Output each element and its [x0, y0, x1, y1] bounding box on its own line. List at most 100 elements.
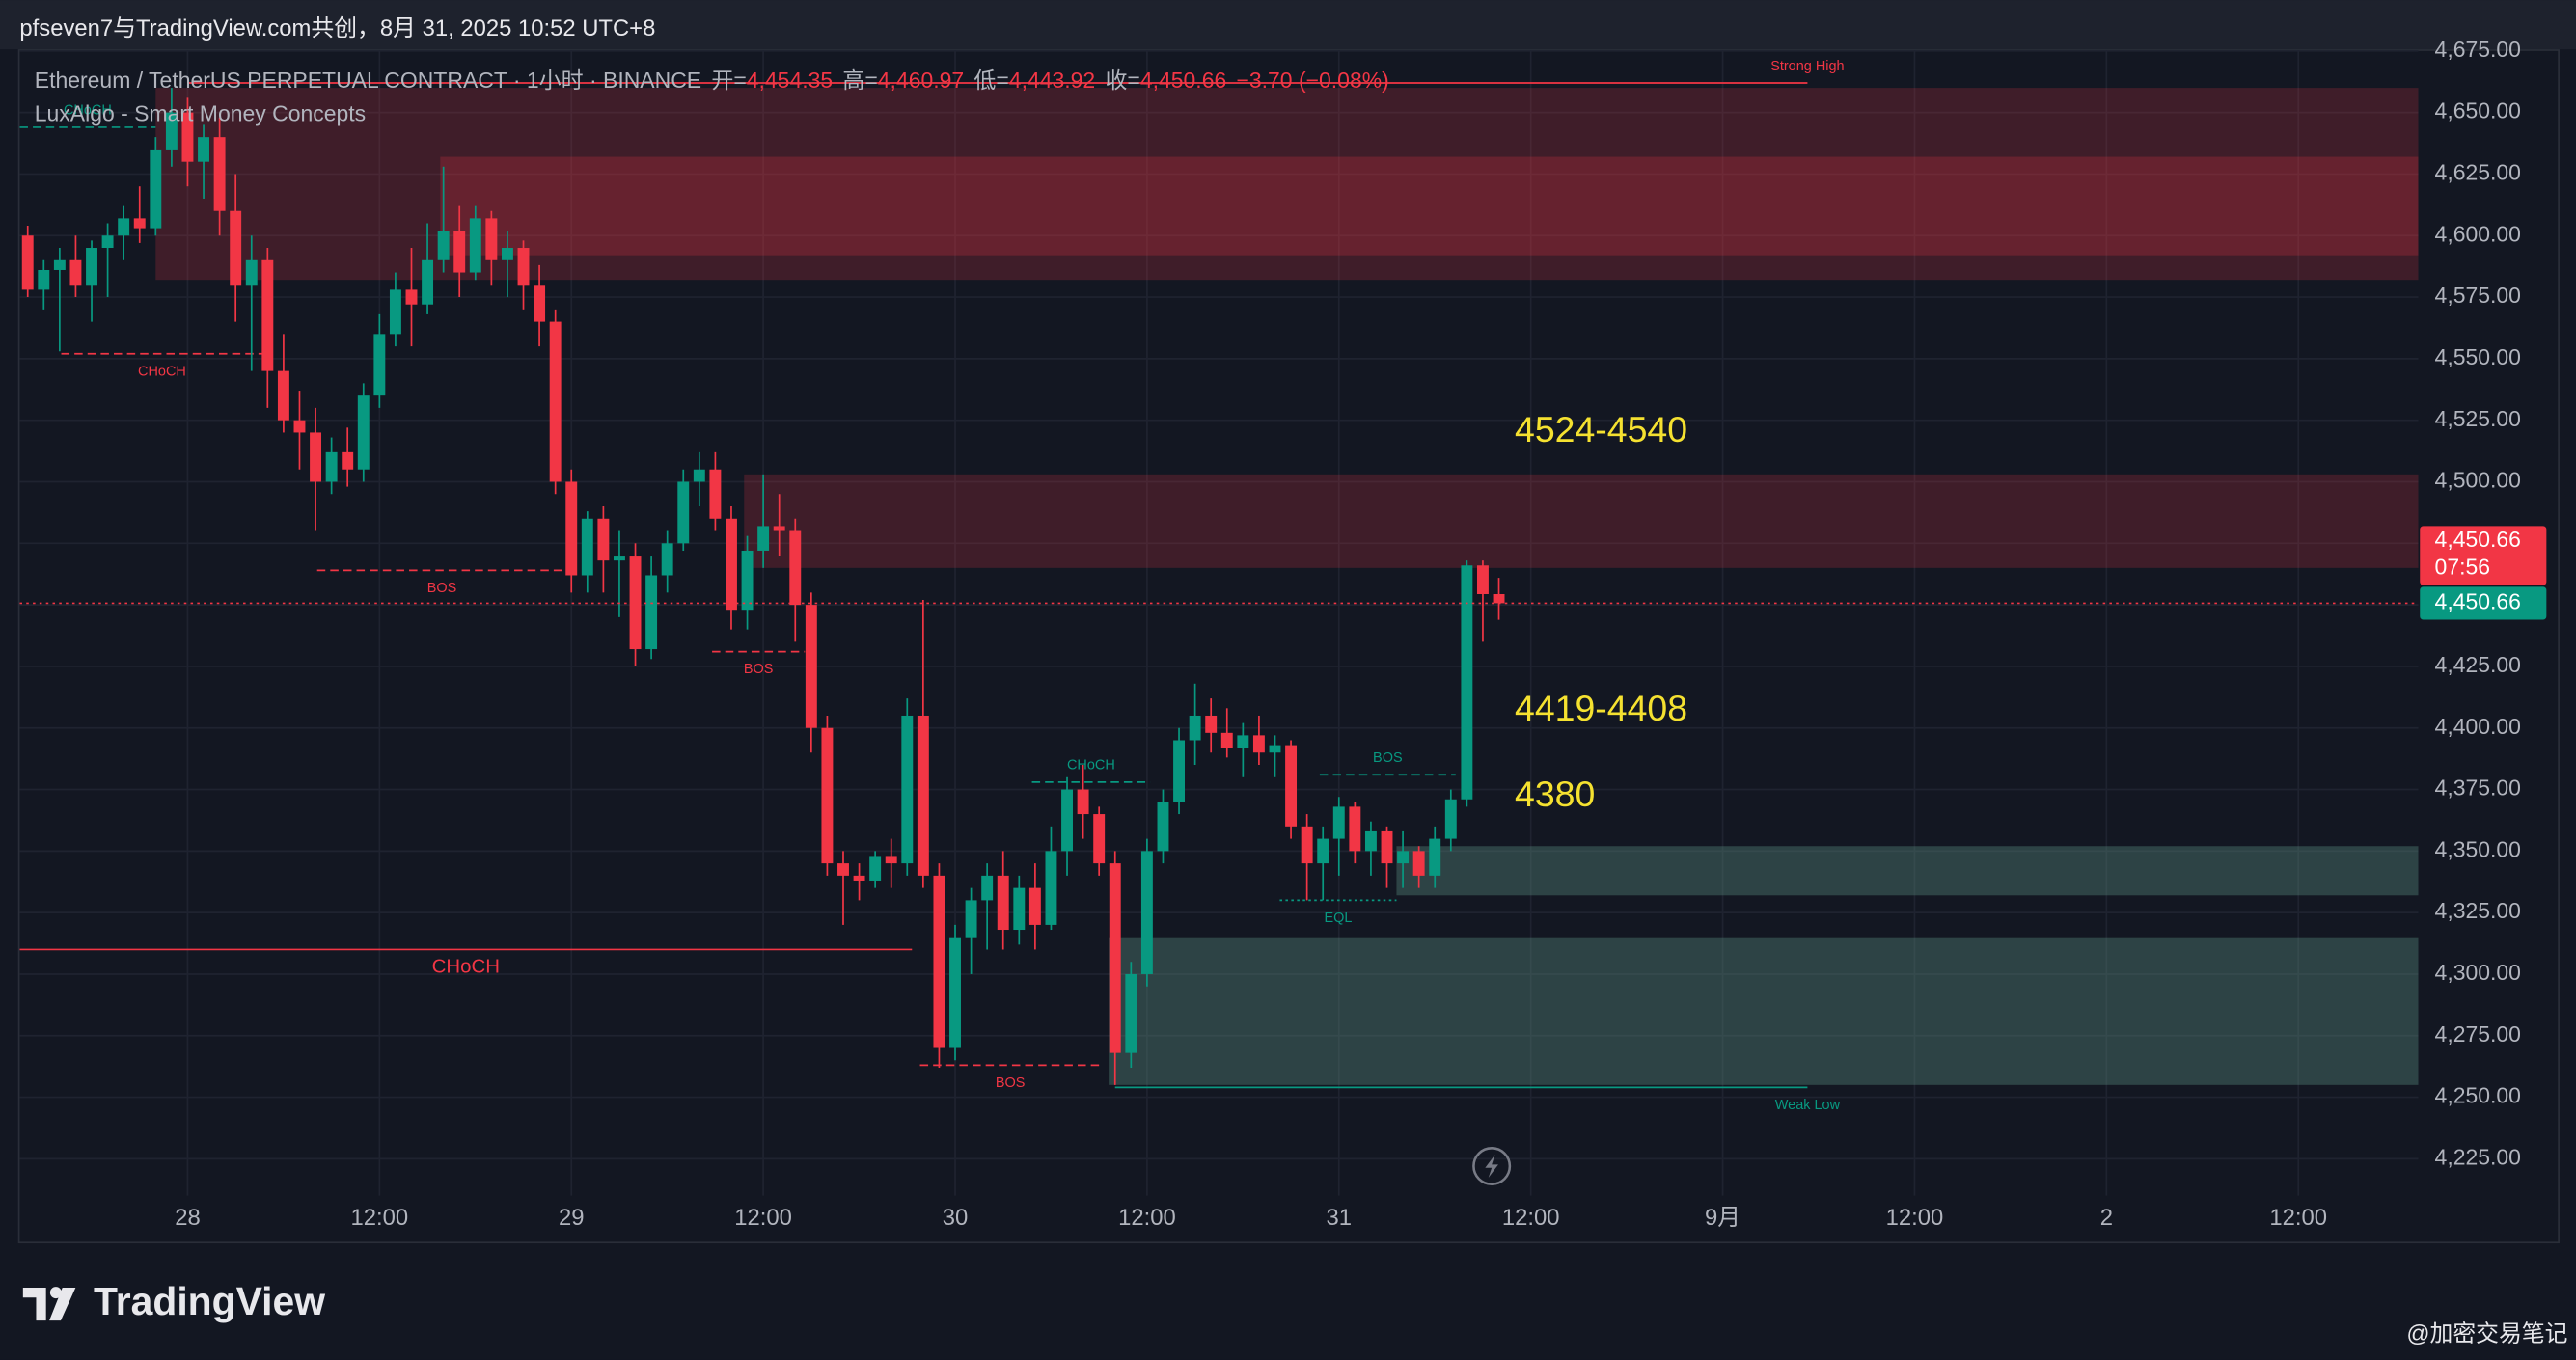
candle-body — [1285, 745, 1298, 827]
price-tag-value: 4,450.66 — [2435, 527, 2521, 552]
candle-body — [933, 875, 945, 1048]
candle-body — [1013, 887, 1026, 931]
x-tick-label: 12:00 — [734, 1205, 792, 1231]
header-title: pfseven7与TradingView.com共创，8月 31, 2025 1… — [19, 15, 655, 41]
candle-body — [949, 937, 961, 1048]
legend-label: 收= — [1105, 68, 1139, 93]
legend-symbol: Ethereum / TetherUS PERPETUAL CONTRACT ·… — [35, 68, 701, 93]
candle-body — [837, 863, 849, 876]
candle-body — [901, 715, 914, 864]
annotation: 4380 — [1515, 774, 1595, 814]
candle-body — [437, 231, 450, 260]
candle-body — [150, 149, 162, 229]
candle-body — [1429, 838, 1441, 876]
structure-label: Strong High — [1770, 59, 1844, 74]
candle-body — [534, 285, 546, 322]
y-tick-label: 4,275.00 — [2435, 1021, 2521, 1047]
indicator-name: LuxAlgo - Smart Money Concepts — [35, 100, 366, 125]
structure-label: BOS — [996, 1075, 1026, 1091]
candle-body — [118, 218, 130, 236]
y-tick-label: 4,325.00 — [2435, 898, 2521, 923]
candle-body — [726, 518, 737, 611]
candle-body — [1093, 814, 1106, 864]
candle-body — [422, 259, 434, 305]
candle-body — [1269, 745, 1281, 753]
candle-body — [342, 451, 354, 470]
x-tick-label: 2 — [2100, 1205, 2113, 1231]
candle-body — [181, 112, 194, 162]
x-tick-label: 9月 — [1705, 1205, 1740, 1231]
candle-body — [1397, 851, 1410, 864]
zone — [155, 88, 2419, 281]
candle-body — [198, 137, 209, 162]
candle-body — [293, 420, 306, 433]
x-tick-label: 28 — [175, 1205, 201, 1231]
candle-body — [1061, 789, 1073, 852]
candle-body — [1332, 806, 1345, 839]
candle-body — [69, 259, 82, 286]
candle-body — [1461, 565, 1473, 800]
candle-body — [965, 900, 977, 938]
candle-body — [1189, 715, 1201, 741]
structure-label: BOS — [427, 581, 457, 596]
x-tick-label: 31 — [1327, 1205, 1353, 1231]
candle-body — [1364, 830, 1377, 852]
structure-label: EQL — [1324, 911, 1352, 926]
legend-value: 4,454.35 — [747, 68, 833, 93]
candle-body — [1077, 789, 1089, 815]
zone — [744, 474, 2419, 568]
candle-body — [230, 210, 242, 286]
candle-body — [1109, 863, 1121, 1053]
candle-body — [1444, 799, 1457, 839]
candle-body — [757, 526, 770, 551]
legend-label: 高= — [842, 68, 877, 93]
candle-body — [1220, 732, 1233, 748]
candle-body — [853, 875, 865, 881]
y-tick-label: 4,625.00 — [2435, 160, 2521, 185]
candle-body — [805, 605, 817, 728]
y-tick-label: 4,650.00 — [2435, 98, 2521, 123]
legend-label: 低= — [973, 68, 1008, 93]
candle-body — [661, 543, 673, 576]
candle-body — [773, 526, 785, 531]
candle-body — [325, 451, 338, 482]
y-tick-label: 4,675.00 — [2435, 37, 2521, 62]
candle-body — [86, 248, 97, 286]
candle-body — [1301, 826, 1313, 864]
candle-body — [133, 218, 146, 229]
zone — [440, 156, 2419, 256]
y-tick-label: 4,225.00 — [2435, 1144, 2521, 1169]
annotation: 4524-4540 — [1515, 409, 1687, 449]
zone — [1109, 937, 2419, 1085]
candle-body — [613, 556, 625, 561]
candle-body — [101, 235, 114, 249]
candle-body — [821, 727, 834, 864]
candle-body — [310, 432, 322, 482]
tradingview-logo: TradingView — [22, 1279, 325, 1323]
y-tick-label: 4,350.00 — [2435, 836, 2521, 861]
candle-body — [1252, 735, 1265, 753]
y-tick-label: 4,600.00 — [2435, 221, 2521, 246]
candle-body — [373, 334, 386, 396]
legend-label: 开= — [711, 68, 746, 93]
y-tick-label: 4,400.00 — [2435, 714, 2521, 739]
x-tick-label: 12:00 — [2269, 1205, 2327, 1231]
candle-body — [1125, 973, 1137, 1053]
candle-body — [885, 856, 897, 864]
candle-body — [741, 550, 754, 611]
x-tick-label: 12:00 — [351, 1205, 409, 1231]
replay-icon — [1472, 1147, 1512, 1186]
candle-body — [21, 235, 34, 290]
candle-body — [597, 518, 610, 561]
candle-body — [517, 248, 530, 286]
candle-body — [1140, 851, 1153, 974]
candle-body — [1045, 851, 1057, 925]
x-tick-label: 30 — [943, 1205, 969, 1231]
candles — [19, 88, 2419, 1085]
candle-body — [549, 321, 562, 482]
zones — [155, 88, 2419, 1085]
y-tick-label: 4,425.00 — [2435, 652, 2521, 677]
structure-label: BOS — [744, 662, 774, 677]
